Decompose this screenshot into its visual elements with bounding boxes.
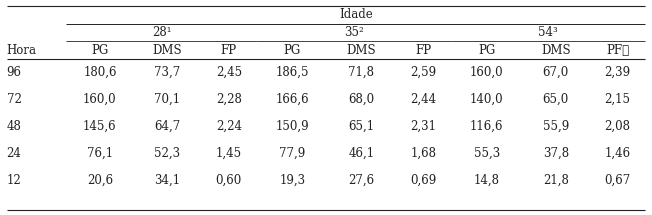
Text: 2,31: 2,31 — [410, 120, 436, 133]
Text: 34,1: 34,1 — [154, 174, 180, 187]
Text: 65,0: 65,0 — [542, 93, 569, 106]
Text: 166,6: 166,6 — [276, 93, 309, 106]
Text: 76,1: 76,1 — [87, 147, 113, 160]
Text: 96: 96 — [7, 66, 22, 79]
Text: 0,67: 0,67 — [604, 174, 630, 187]
Text: 12: 12 — [7, 174, 22, 187]
Text: 35²: 35² — [344, 26, 364, 39]
Text: 2,44: 2,44 — [410, 93, 436, 106]
Text: 150,9: 150,9 — [276, 120, 309, 133]
Text: 55,9: 55,9 — [542, 120, 569, 133]
Text: 1,68: 1,68 — [410, 147, 436, 160]
Text: 21,8: 21,8 — [543, 174, 569, 187]
Text: 37,8: 37,8 — [542, 147, 569, 160]
Text: 68,0: 68,0 — [348, 93, 374, 106]
Text: 186,5: 186,5 — [276, 66, 309, 79]
Text: 160,0: 160,0 — [470, 66, 503, 79]
Text: 0,60: 0,60 — [216, 174, 242, 187]
Text: 19,3: 19,3 — [279, 174, 305, 187]
Text: 28¹: 28¹ — [152, 26, 171, 39]
Text: 71,8: 71,8 — [349, 66, 374, 79]
Text: 180,6: 180,6 — [83, 66, 117, 79]
Text: PG: PG — [478, 43, 496, 57]
Text: 67,0: 67,0 — [542, 66, 569, 79]
Text: 65,1: 65,1 — [348, 120, 374, 133]
Text: 48: 48 — [7, 120, 22, 133]
Text: 46,1: 46,1 — [348, 147, 374, 160]
Text: PG: PG — [284, 43, 301, 57]
Text: 70,1: 70,1 — [154, 93, 180, 106]
Text: 2,39: 2,39 — [604, 66, 630, 79]
Text: 145,6: 145,6 — [83, 120, 117, 133]
Text: 1,45: 1,45 — [216, 147, 242, 160]
Text: 1,46: 1,46 — [604, 147, 630, 160]
Text: DMS: DMS — [541, 43, 570, 57]
Text: 73,7: 73,7 — [154, 66, 181, 79]
Text: 72: 72 — [7, 93, 22, 106]
Text: 2,08: 2,08 — [604, 120, 630, 133]
Text: 2,28: 2,28 — [216, 93, 242, 106]
Text: Idade: Idade — [339, 9, 373, 22]
Text: 77,9: 77,9 — [279, 147, 306, 160]
Text: 0,69: 0,69 — [410, 174, 436, 187]
Text: 27,6: 27,6 — [348, 174, 374, 187]
Text: 2,45: 2,45 — [216, 66, 242, 79]
Text: 2,59: 2,59 — [410, 66, 436, 79]
Text: DMS: DMS — [153, 43, 182, 57]
Text: 2,24: 2,24 — [216, 120, 242, 133]
Text: 64,7: 64,7 — [154, 120, 181, 133]
Text: 116,6: 116,6 — [470, 120, 503, 133]
Text: 2,15: 2,15 — [604, 93, 630, 106]
Text: 14,8: 14,8 — [473, 174, 499, 187]
Text: PG: PG — [91, 43, 109, 57]
Text: 55,3: 55,3 — [473, 147, 500, 160]
Text: FP: FP — [221, 43, 237, 57]
Text: PF★: PF★ — [606, 43, 629, 57]
Text: 24: 24 — [7, 147, 22, 160]
Text: 140,0: 140,0 — [470, 93, 503, 106]
Text: DMS: DMS — [347, 43, 376, 57]
Text: Hora: Hora — [7, 43, 37, 57]
Text: 160,0: 160,0 — [83, 93, 117, 106]
Text: 20,6: 20,6 — [87, 174, 113, 187]
Text: 54³: 54³ — [539, 26, 558, 39]
Text: 52,3: 52,3 — [154, 147, 180, 160]
Text: FP: FP — [415, 43, 431, 57]
